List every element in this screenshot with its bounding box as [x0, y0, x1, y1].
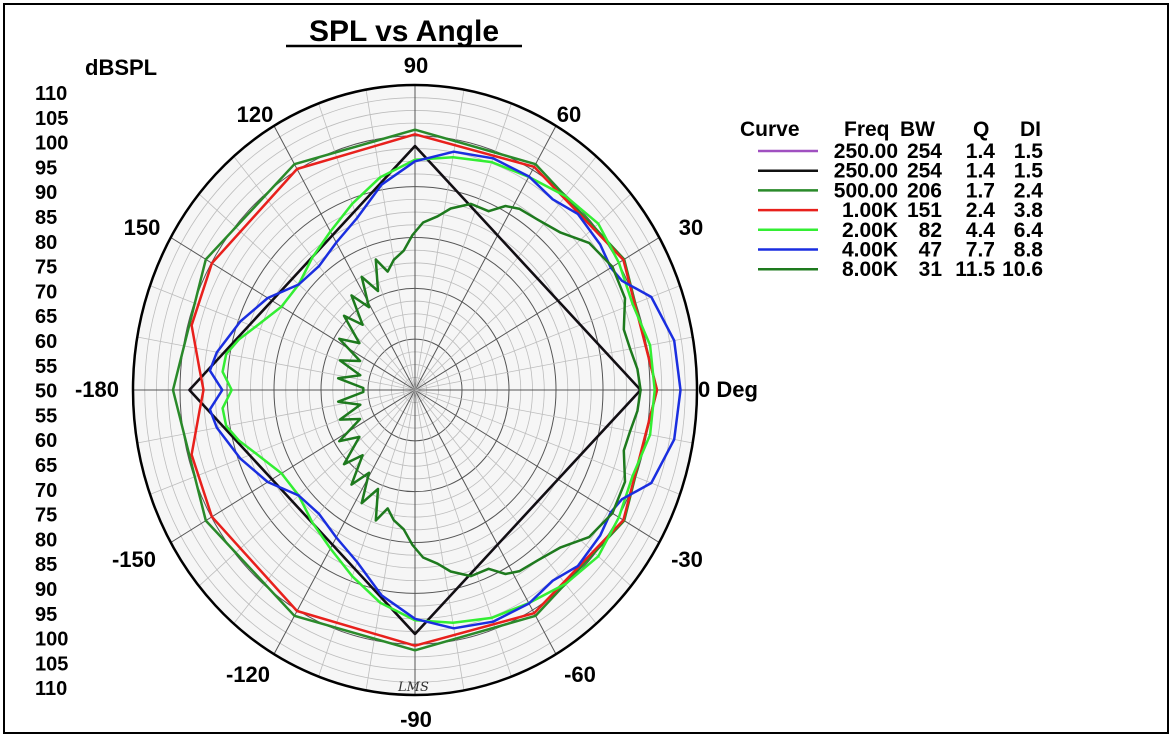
grid-spoke — [414, 389, 557, 655]
radial-tick-label: 80 — [35, 232, 57, 254]
series-line-3 — [171, 128, 659, 652]
angle-label: -120 — [226, 662, 270, 687]
radial-tick-label: 100 — [35, 629, 68, 651]
legend-bw: 47 — [919, 239, 942, 262]
chart-title: SPL vs Angle — [309, 15, 499, 48]
radial-tick-label: 105 — [35, 108, 68, 130]
radial-tick-label: 105 — [35, 653, 68, 675]
legend-q: 1.4 — [966, 160, 996, 183]
radial-tick-label: 90 — [35, 182, 57, 204]
legend-bw: 254 — [907, 140, 942, 163]
legend-bw: 254 — [907, 160, 942, 183]
signature-annotation: LMS — [397, 680, 429, 695]
legend-di: 1.5 — [1014, 140, 1044, 163]
grid-spoke — [414, 389, 465, 691]
legend-header: Curve — [740, 118, 800, 141]
series-line-7 — [336, 202, 642, 578]
legend: Curve Freq BW Q DI 250.00 254 1.4 1.5 250.00 254 1.… — [740, 118, 1043, 281]
radial-tick-label: 75 — [35, 257, 57, 279]
legend-freq: 4.00K — [842, 239, 898, 262]
legend-header: BW — [900, 118, 935, 141]
radial-tick-label: 70 — [35, 480, 57, 502]
radial-tick-label: 60 — [35, 430, 57, 452]
legend-bw: 151 — [907, 199, 942, 222]
radial-tick-label: 80 — [35, 529, 57, 551]
radial-tick-label: 65 — [35, 455, 57, 477]
outer-ring — [131, 83, 699, 697]
angle-label: -150 — [112, 547, 156, 572]
legend-header: DI — [1020, 118, 1041, 141]
radial-tick-label: 55 — [35, 356, 57, 378]
radial-tick-label: 60 — [35, 331, 57, 353]
legend-di: 2.4 — [1014, 179, 1044, 202]
angle-label: 120 — [237, 102, 274, 127]
legend-bw: 206 — [907, 179, 942, 202]
legend-freq: 250.00 — [834, 160, 898, 183]
legend-bw: 82 — [919, 219, 942, 242]
radial-tick-label: 90 — [35, 579, 57, 601]
polar-chart: SPL vs Angle dBSPL 110105100959085807570… — [35, 15, 1043, 732]
grid-spoke — [414, 89, 465, 391]
series-line-5 — [221, 155, 656, 625]
radial-tick-label: 70 — [35, 281, 57, 303]
radial-unit-label: dBSPL — [85, 55, 157, 80]
legend-freq: 1.00K — [842, 199, 898, 222]
legend-freq: 250.00 — [834, 140, 898, 163]
radial-tick-label: 95 — [35, 604, 57, 626]
angle-label: -60 — [564, 662, 596, 687]
grid-spoke — [318, 103, 416, 391]
legend-di: 3.8 — [1014, 199, 1044, 222]
radial-tick-label: 85 — [35, 554, 57, 576]
radial-tick-label: 95 — [35, 157, 57, 179]
radial-tick-label: 110 — [35, 83, 67, 105]
radial-tick-label: 75 — [35, 505, 57, 527]
legend-freq: 2.00K — [842, 219, 898, 242]
legend-q: 4.4 — [966, 219, 996, 242]
radial-tick-label: 85 — [35, 207, 57, 229]
legend-di: 1.5 — [1014, 160, 1044, 183]
grid-spoke — [365, 389, 416, 691]
legend-freq: 500.00 — [834, 179, 898, 202]
radial-tick-label: 50 — [35, 381, 57, 403]
angle-label: 0 Deg — [698, 377, 758, 402]
legend-header: Q — [973, 118, 989, 141]
legend-freq: 8.00K — [842, 258, 898, 281]
radial-tick-label: 55 — [35, 405, 57, 427]
angle-label: 90 — [404, 53, 428, 78]
legend-di: 10.6 — [1002, 258, 1043, 281]
legend-q: 2.4 — [966, 199, 996, 222]
grid-spoke — [414, 389, 512, 677]
radial-tick-label: 65 — [35, 306, 57, 328]
legend-q: 11.5 — [955, 258, 995, 281]
radial-tick-labels: 1101051009590858075706560555055606570758… — [35, 83, 68, 700]
legend-q: 1.4 — [966, 140, 996, 163]
angle-label: -180 — [75, 377, 119, 402]
angle-label: 150 — [124, 215, 161, 240]
angle-labels: 0 Deg 30 60 90 120 150 -180 -150 -120 -90 -60 -30 — [75, 53, 758, 732]
angle-label: 60 — [557, 102, 581, 127]
legend-di: 6.4 — [1014, 219, 1044, 242]
radial-tick-label: 110 — [35, 678, 67, 700]
grid-spoke — [318, 389, 416, 677]
radial-tick-label: 100 — [35, 133, 68, 155]
legend-q: 7.7 — [966, 239, 995, 262]
legend-bw: 31 — [919, 258, 943, 281]
angle-label: -30 — [671, 547, 703, 572]
legend-header: Freq — [844, 118, 890, 141]
legend-q: 1.7 — [966, 179, 995, 202]
series-line-4 — [190, 133, 659, 647]
series-line-2 — [188, 144, 642, 636]
series-group — [171, 128, 682, 652]
angle-label: -90 — [400, 707, 432, 732]
grid-spoke — [365, 89, 416, 391]
grid-spoke — [414, 103, 512, 391]
chart-frame: SPL vs Angle dBSPL 110 105 100 95 90 85 80 75 70… — [3, 3, 1169, 734]
series-line-6 — [208, 150, 682, 630]
grid-spoke — [414, 125, 557, 391]
angle-label: 30 — [679, 215, 703, 240]
legend-di: 8.8 — [1014, 239, 1044, 262]
